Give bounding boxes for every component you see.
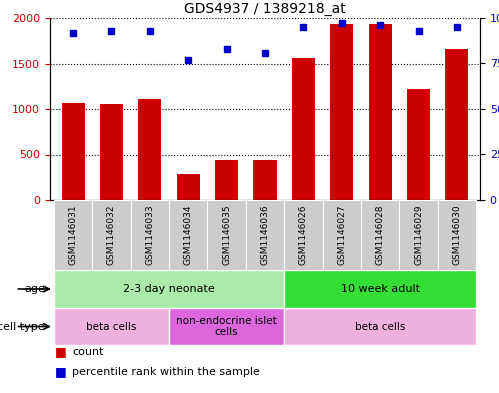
Text: count: count <box>72 347 104 357</box>
Bar <box>169 200 208 270</box>
Text: GSM1146030: GSM1146030 <box>453 205 462 265</box>
Text: beta cells: beta cells <box>355 321 405 332</box>
Text: cell type: cell type <box>0 321 45 332</box>
Bar <box>253 160 276 200</box>
Text: GSM1146035: GSM1146035 <box>222 205 231 265</box>
Bar <box>54 200 92 270</box>
Bar <box>322 200 361 270</box>
Bar <box>446 49 469 200</box>
Bar <box>54 308 169 345</box>
Bar <box>330 24 353 200</box>
Text: non-endocrine islet
cells: non-endocrine islet cells <box>176 316 277 337</box>
Bar <box>138 99 161 200</box>
Bar <box>169 308 284 345</box>
Text: 2-3 day neonate: 2-3 day neonate <box>123 284 215 294</box>
Text: 10 week adult: 10 week adult <box>341 284 420 294</box>
Text: GSM1146032: GSM1146032 <box>107 205 116 265</box>
Text: beta cells: beta cells <box>86 321 137 332</box>
Text: GSM1146036: GSM1146036 <box>260 205 269 265</box>
Bar <box>177 174 200 200</box>
Bar <box>54 270 284 308</box>
Bar <box>131 200 169 270</box>
Bar <box>92 200 131 270</box>
Bar <box>361 200 399 270</box>
Bar <box>284 200 322 270</box>
Bar <box>407 88 430 200</box>
Text: percentile rank within the sample: percentile rank within the sample <box>72 367 260 376</box>
Bar <box>284 308 476 345</box>
Bar <box>246 200 284 270</box>
Bar <box>399 200 438 270</box>
Bar <box>61 103 84 200</box>
Bar <box>369 24 392 200</box>
Bar <box>438 200 476 270</box>
Text: GSM1146028: GSM1146028 <box>376 205 385 265</box>
Text: age: age <box>24 284 45 294</box>
Bar <box>208 200 246 270</box>
Bar <box>215 160 238 200</box>
Text: GSM1146031: GSM1146031 <box>68 205 77 265</box>
Text: GSM1146027: GSM1146027 <box>337 205 346 265</box>
Text: ■: ■ <box>55 345 67 358</box>
Text: GSM1146034: GSM1146034 <box>184 205 193 265</box>
Text: ■: ■ <box>55 365 67 378</box>
Bar <box>284 270 476 308</box>
Text: GSM1146026: GSM1146026 <box>299 205 308 265</box>
Text: GSM1146033: GSM1146033 <box>145 205 154 265</box>
Bar <box>292 59 315 200</box>
Text: GSM1146029: GSM1146029 <box>414 205 423 265</box>
Title: GDS4937 / 1389218_at: GDS4937 / 1389218_at <box>184 2 346 16</box>
Bar <box>100 104 123 200</box>
